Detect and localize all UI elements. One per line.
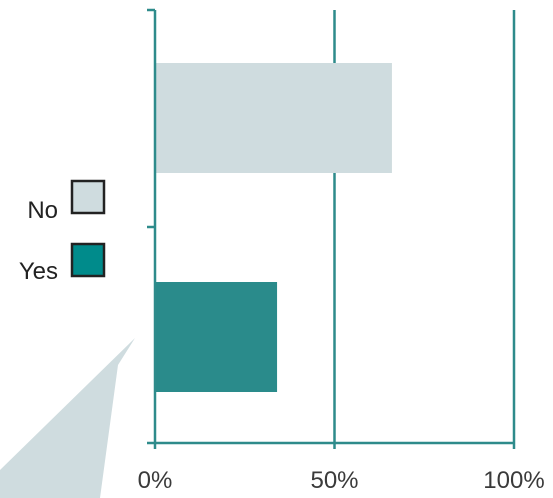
x-tick-label-50: 50% [310, 467, 358, 494]
bar-no [155, 63, 392, 173]
legend: No Yes [19, 179, 106, 285]
ticks-layer: 0% 50% 100% [138, 467, 545, 494]
x-tick-label-0: 0% [138, 467, 173, 494]
x-tick-label-100: 100% [483, 467, 544, 494]
legend-label-yes: Yes [19, 258, 58, 285]
legend-swatch-no [70, 179, 106, 215]
legend-label-no: No [27, 197, 58, 224]
bars-layer [155, 63, 392, 392]
bar-yes [155, 282, 278, 392]
legend-swatch-yes [70, 242, 106, 278]
axis-layer [147, 8, 516, 449]
callout-shape [0, 338, 135, 498]
